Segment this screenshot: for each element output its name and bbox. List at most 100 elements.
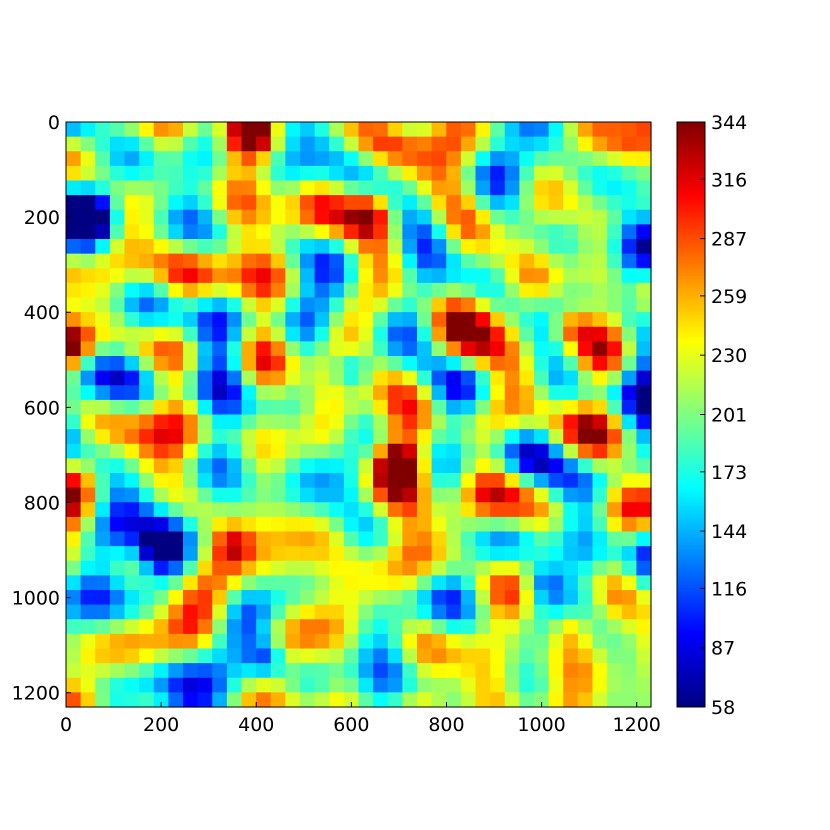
heatmap-cell (519, 209, 535, 225)
heatmap-cell (563, 619, 579, 635)
heatmap-cell (95, 604, 111, 620)
heatmap-cell (504, 487, 520, 503)
colorbar-tick-label: 58 (711, 697, 735, 719)
heatmap-cell (95, 195, 111, 211)
heatmap-cell (431, 151, 447, 167)
heatmap-cell (577, 224, 594, 240)
heatmap-cell (66, 516, 82, 533)
heatmap-cell (285, 677, 301, 693)
heatmap-cell (256, 239, 272, 255)
heatmap-cell (256, 312, 272, 328)
heatmap-cell (183, 619, 199, 635)
heatmap-cell (519, 312, 535, 328)
heatmap-cell (490, 209, 506, 225)
heatmap-cell (636, 165, 652, 182)
heatmap-cell (417, 239, 433, 255)
heatmap-cell (358, 239, 374, 255)
heatmap-cell (66, 239, 82, 255)
heatmap-cell (577, 414, 594, 430)
heatmap-cell (80, 429, 96, 445)
heatmap-cell (519, 282, 535, 299)
heatmap-cell (402, 414, 418, 430)
heatmap-cell (577, 633, 594, 650)
heatmap-cell (285, 253, 301, 269)
heatmap-cell (124, 268, 140, 284)
heatmap-cell (270, 195, 286, 211)
heatmap-cell (314, 429, 330, 445)
heatmap-cell (212, 165, 228, 182)
heatmap-cell (636, 209, 652, 225)
heatmap-cell (285, 575, 301, 591)
heatmap-cell (402, 429, 418, 445)
heatmap-cell (504, 239, 520, 255)
heatmap-cell (402, 663, 418, 679)
heatmap-cell (621, 399, 637, 416)
heatmap-cell (475, 633, 491, 650)
heatmap-cell (446, 633, 462, 650)
heatmap-cell (490, 633, 506, 650)
heatmap-cell (519, 356, 535, 372)
heatmap-cell (124, 356, 140, 372)
heatmap-cell (490, 429, 506, 445)
heatmap-cell (402, 487, 418, 503)
heatmap-cell (490, 239, 506, 255)
heatmap-cell (80, 604, 96, 620)
heatmap-cell (519, 136, 535, 152)
heatmap-cell (329, 136, 345, 152)
heatmap-cell (358, 560, 374, 576)
heatmap-cell (402, 546, 418, 562)
heatmap-cell (534, 531, 550, 547)
heatmap-cell (504, 648, 520, 664)
heatmap-cell (66, 297, 82, 313)
heatmap-cell (139, 399, 155, 416)
heatmap-cell (329, 341, 345, 357)
heatmap-cell (300, 677, 316, 693)
heatmap-cell (183, 356, 199, 372)
heatmap-cell (548, 268, 564, 284)
heatmap-cell (168, 224, 184, 240)
heatmap-cell (95, 590, 111, 606)
heatmap-cell (139, 326, 155, 342)
heatmap-cell (460, 385, 477, 401)
heatmap-cell (475, 619, 491, 635)
heatmap-cell (183, 516, 199, 533)
heatmap-cell (607, 458, 623, 474)
heatmap-cell (636, 268, 652, 284)
heatmap-cell (95, 282, 111, 299)
heatmap-cell (168, 604, 184, 620)
heatmap-cell (431, 619, 447, 635)
heatmap-cell (212, 356, 228, 372)
heatmap-cell (373, 560, 389, 576)
heatmap-cell (270, 414, 286, 430)
heatmap-cell (343, 516, 360, 533)
heatmap-cell (577, 531, 594, 547)
heatmap-cell (563, 633, 579, 650)
heatmap-cell (548, 443, 564, 459)
heatmap-cell (577, 487, 594, 503)
heatmap-cell (577, 590, 594, 606)
heatmap-cell (212, 619, 228, 635)
heatmap-cell (343, 692, 360, 708)
heatmap-cell (256, 677, 272, 693)
heatmap-cell (343, 297, 360, 313)
heatmap-cell (66, 473, 82, 489)
heatmap-cell (490, 473, 506, 489)
heatmap-cell (153, 209, 169, 225)
heatmap-cell (241, 560, 257, 576)
heatmap-cell (256, 268, 272, 284)
heatmap-cell (621, 443, 637, 459)
heatmap-cell (607, 443, 623, 459)
heatmap-cell (226, 633, 243, 650)
heatmap-cell (358, 326, 374, 342)
heatmap-cell (490, 516, 506, 533)
heatmap-cell (431, 575, 447, 591)
heatmap-cell (270, 502, 286, 518)
heatmap-cell (153, 546, 169, 562)
heatmap-cell (563, 516, 579, 533)
heatmap-cell (373, 341, 389, 357)
heatmap-cell (358, 224, 374, 240)
heatmap-cell (534, 502, 550, 518)
heatmap-cell (621, 429, 637, 445)
heatmap-cell (621, 180, 637, 196)
heatmap-cell (534, 180, 550, 196)
